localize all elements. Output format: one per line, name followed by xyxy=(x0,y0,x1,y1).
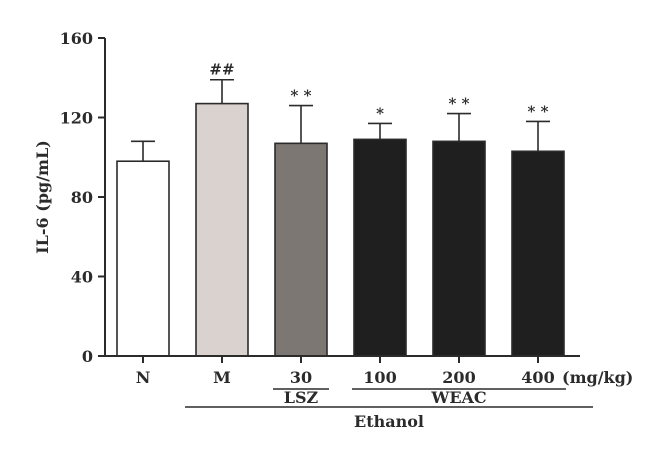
bar xyxy=(116,160,170,357)
bars-layer xyxy=(116,102,565,357)
y-tick-label: 120 xyxy=(60,109,93,128)
category-labels: N M 30 100 200 400 xyxy=(136,368,555,387)
axes xyxy=(98,37,580,363)
significance-marker: * * xyxy=(528,102,549,120)
bar xyxy=(274,142,328,357)
category-label: 200 xyxy=(442,368,475,387)
significance-marker: * * xyxy=(449,95,470,113)
bar xyxy=(195,102,249,357)
error-bars-layer xyxy=(131,78,550,162)
category-label: 400 xyxy=(521,368,554,387)
significance-annotations: ## * * * * * * * xyxy=(209,61,548,123)
significance-marker: * * xyxy=(291,87,312,105)
y-axis-label: IL-6 (pg/mL) xyxy=(33,140,52,254)
category-label: N xyxy=(136,368,151,387)
significance-marker: * xyxy=(376,104,384,122)
unit-label: (mg/kg) xyxy=(562,368,633,387)
y-tick-label: 40 xyxy=(71,268,93,287)
bar xyxy=(353,138,407,357)
group-label: Ethanol xyxy=(354,412,424,431)
y-tick-label: 160 xyxy=(60,29,93,48)
group-labels: LSZ WEAC Ethanol xyxy=(185,388,593,431)
y-tick-labels: 0 40 80 120 160 xyxy=(60,29,93,366)
category-label: 100 xyxy=(363,368,396,387)
group-label: LSZ xyxy=(284,388,319,407)
group-label: WEAC xyxy=(430,388,486,407)
category-label: 30 xyxy=(290,368,312,387)
bar xyxy=(511,150,565,357)
bar xyxy=(432,140,486,357)
category-label: M xyxy=(213,368,231,387)
significance-marker: ## xyxy=(209,61,234,79)
y-tick-label: 0 xyxy=(82,347,93,366)
y-tick-label: 80 xyxy=(71,188,93,207)
